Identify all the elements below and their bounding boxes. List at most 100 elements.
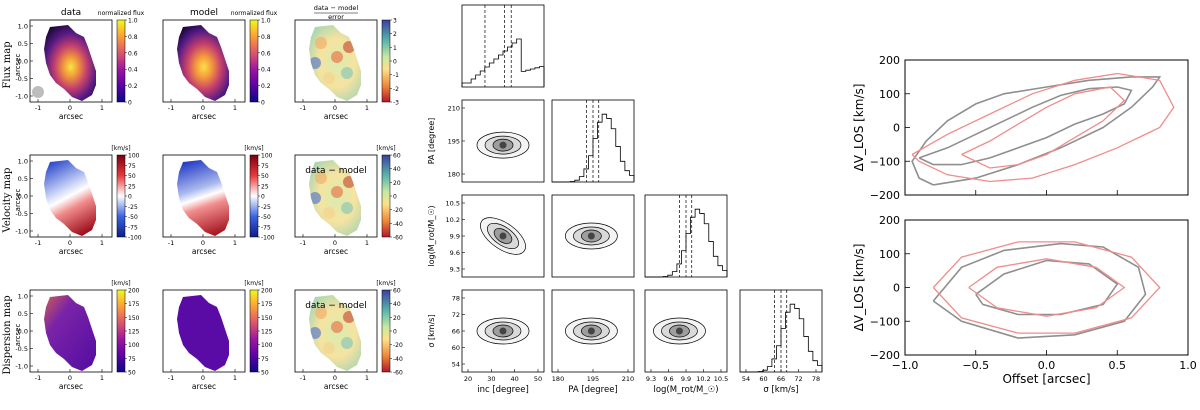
colorbar-tick-label: 3 <box>393 18 397 25</box>
x-tick-label: -1 <box>300 374 306 382</box>
x-tick-label: 1 <box>233 374 237 382</box>
colorbar-tick-label: 2 <box>393 31 397 38</box>
colorbar-tick-label: 175 <box>128 301 140 308</box>
colorbar-tick-label: -100 <box>128 235 142 242</box>
x-tick-label: 30 <box>487 375 495 383</box>
x-tick-label: 66 <box>777 375 785 383</box>
y-tick-label: 200 <box>879 214 900 227</box>
y-tick-label: −100 <box>870 315 900 328</box>
colorbar-tick-label: 20 <box>393 315 401 322</box>
beam-marker <box>32 86 44 98</box>
corner-panel-r1-c0: 210 195 180 PA [degree] <box>427 99 545 183</box>
residual-blob <box>323 207 335 219</box>
y-tick-label: −100 <box>870 155 900 168</box>
pv-panel-1: 200 100 0 −100 −200−1.0 −0.5 0.0 0.5 1.0 ΔV_LOS [… <box>852 214 1197 372</box>
colorbar-tick-label: -50 <box>128 214 138 221</box>
corner-panel-r3-c3: 54 60 66 72 78 σ [km/s] <box>739 289 823 395</box>
colorbar-label: [km/s] <box>244 280 263 287</box>
colorbar-tick-label: 50 <box>261 173 269 180</box>
map-panel-r1-c0: -1 0 1 1.0 0.5 0.0 -0.5 -1.0 arcsec 100 75 50 25 0 -25… <box>15 145 141 256</box>
colorbar-tick-label: 0.8 <box>261 34 271 41</box>
row-title: Velocity map <box>2 168 13 234</box>
x-axis-label: PA [degree] <box>568 385 618 395</box>
x-tick-label: 1 <box>100 239 104 247</box>
colorbar-tick-label: 75 <box>128 356 136 363</box>
corner-panel-r0-c0 <box>461 4 545 88</box>
y-tick-label: 210 <box>448 105 460 113</box>
residual-blob <box>315 37 327 49</box>
colorbar-tick-label: 0.4 <box>128 67 138 74</box>
x-tick-label: 195 <box>587 375 599 383</box>
map-panel-r1-c1: -1 0 1 arcsec 100 75 50 25 0 -25 -50 -75 -100 [km/s] <box>162 145 275 256</box>
colorbar-tick-label: -20 <box>393 207 403 214</box>
colorbar-tick-label: -25 <box>128 204 138 211</box>
x-tick-label: 180 <box>552 375 564 383</box>
colorbar-tick-label: -100 <box>261 235 275 242</box>
x-tick-label: 78 <box>812 375 820 383</box>
y-tick-label: 66 <box>452 328 460 336</box>
x-tick-label: -1 <box>300 239 306 247</box>
x-tick-label: 0.5 <box>1109 359 1127 372</box>
corner-panel-r2-c0: 10.5 10.2 9.9 9.6 9.3 log(M_rot/M_☉) <box>427 194 545 278</box>
residual-blob <box>309 192 321 204</box>
residual-blob <box>331 51 343 63</box>
colorbar-tick-label: -40 <box>393 221 403 228</box>
colorbar-tick-label: 100 <box>261 153 273 160</box>
x-axis-label: arcsec <box>324 382 348 391</box>
density-peak <box>587 327 595 335</box>
histogram <box>461 38 545 87</box>
residual-blob <box>331 321 343 333</box>
x-tick-label: 9.3 <box>646 375 656 383</box>
colorbar-tick-label: 125 <box>261 329 273 336</box>
y-tick-label: 72 <box>452 311 460 319</box>
data-contour <box>975 259 1119 316</box>
map-panel-r2-c1: -1 0 1 arcsec 200 175 150 125 100 75 50 [km/s] <box>162 280 273 391</box>
x-tick-label: 0 <box>68 374 72 382</box>
x-tick-label: 0 <box>201 104 205 112</box>
colorbar-tick-label: 25 <box>261 183 269 190</box>
colorbar-tick-label: 50 <box>128 370 136 377</box>
colorbar-tick-label: 0 <box>261 100 265 107</box>
y-tick-label: 60 <box>452 344 460 352</box>
y-tick-label: 9.9 <box>450 233 460 241</box>
x-tick-label: 10.5 <box>714 375 728 383</box>
x-tick-label: 0 <box>201 239 205 247</box>
colorbar-tick-label: 150 <box>128 315 140 322</box>
y-tick-label: -1.0 <box>15 93 28 101</box>
colorbar <box>249 289 259 373</box>
colorbar <box>116 154 126 238</box>
x-axis-label: arcsec <box>59 382 83 391</box>
colorbar-tick-label: 0 <box>393 194 397 201</box>
x-tick-label: 0 <box>333 239 337 247</box>
y-tick-label: 1.0 <box>18 293 28 301</box>
x-tick-label: 1 <box>233 104 237 112</box>
model-contour <box>911 72 1175 183</box>
colorbar-tick-label: 0 <box>128 194 132 201</box>
row-ylabel: arcsec <box>14 324 22 347</box>
y-tick-label: −200 <box>870 189 900 202</box>
y-tick-label: 195 <box>448 138 460 146</box>
colorbar-tick-label: 25 <box>128 183 136 190</box>
colorbar <box>381 19 391 103</box>
x-tick-label: 1 <box>365 374 369 382</box>
y-tick-label: 9.6 <box>450 249 460 257</box>
x-tick-label: 0 <box>201 374 205 382</box>
x-tick-label: 1 <box>100 104 104 112</box>
residual-blob <box>309 327 321 339</box>
y-tick-label: −200 <box>870 349 900 362</box>
colorbar-label: [km/s] <box>111 145 130 152</box>
colorbar-label: normalized flux <box>98 10 145 17</box>
colorbar-tick-label: 75 <box>128 163 136 170</box>
colorbar-tick-label: -20 <box>393 342 403 349</box>
y-tick-label: 0 <box>893 122 900 135</box>
y-tick-label: 1.0 <box>18 158 28 166</box>
residual-blob <box>323 342 335 354</box>
corner-panel-r3-c1: 180 195 210 PA [degree] <box>551 289 635 395</box>
colorbar-tick-label: 125 <box>128 329 140 336</box>
colorbar-tick-label: 20 <box>393 180 401 187</box>
colorbar-tick-label: 40 <box>393 301 401 308</box>
x-axis-label: inc [degree] <box>477 385 529 395</box>
colorbar-tick-label: 50 <box>128 173 136 180</box>
x-tick-label: 1 <box>100 374 104 382</box>
colorbar-tick-label: -3 <box>393 100 399 107</box>
